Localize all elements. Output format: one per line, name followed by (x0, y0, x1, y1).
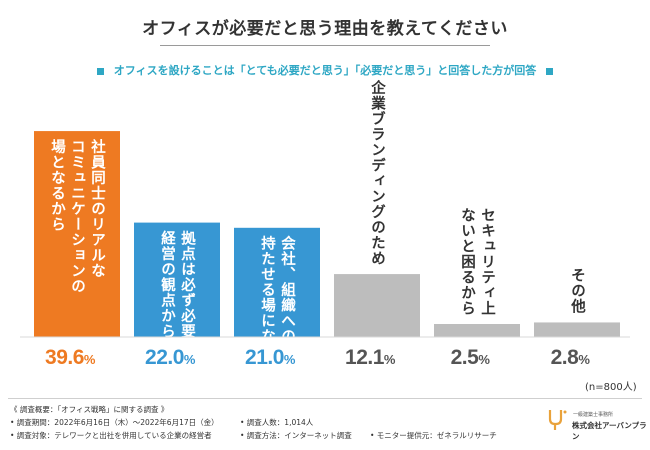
bar-label-0-1: コミュニケーションの (69, 139, 85, 294)
bar-label-0-0: 社員同士のリアルな (89, 138, 106, 279)
square-bullet-icon (546, 67, 554, 75)
bar-4 (434, 324, 520, 337)
bar-5 (534, 322, 620, 337)
survey-monitor: • モニター提供元：ゼネラルリサーチ (370, 431, 497, 440)
chart-subtitle: オフィスを設けることは「とても必要だと思う」「必要だと思う」と回答した方が回答 (0, 62, 650, 78)
bar-label-4-0: セキュリティ上 (479, 208, 495, 317)
bar-label-2-1: 持たせる場になるから (259, 235, 275, 391)
square-bullet-icon (96, 67, 104, 75)
bar-label-1-0: 拠点は必ず必要だから (179, 229, 196, 385)
subtitle-text: オフィスを設けることは「とても必要だと思う」「必要だと思う」と回答した方が回答 (113, 64, 537, 77)
survey-target: • 調査対象：テレワークと出社を併用している企業の経営者 (10, 431, 212, 440)
bar-3 (334, 274, 420, 337)
bar-2 (234, 227, 320, 337)
bar-label-1-1: 経営の観点から (159, 229, 175, 339)
value-label-4: 2.5% (450, 346, 490, 369)
bar-label-5-0: その他 (569, 268, 586, 315)
company-logo-subtext: 一級建築士事務所 (573, 412, 614, 418)
company-logo-name: 株式会社アーバンプラン (572, 421, 647, 441)
bar-1 (134, 222, 220, 337)
company-logo-icon (548, 410, 567, 430)
value-label-2: 21.0% (245, 346, 295, 369)
footer-divider (8, 398, 642, 399)
sample-size-note: (n=800人) (585, 382, 637, 393)
bar-label-4-1: ないと困るから (459, 207, 475, 316)
title-underline (160, 45, 490, 46)
survey-period: • 調査期間：2022年6月16日（木）～2022年6月17日（金） (10, 418, 219, 427)
value-label-3: 12.1% (345, 346, 395, 369)
value-label-5: 2.8% (550, 346, 590, 369)
survey-count: • 調査人数：1,014人 (240, 418, 314, 427)
bar-label-3-0: 企業ブランディングのため (369, 79, 386, 266)
chart-title: オフィスが必要だと思う理由を教えてください (142, 19, 508, 39)
bar-label-2-0: 会社、組織への帰属意識を (279, 235, 296, 422)
bar-label-0-2: 場となるから (49, 139, 65, 232)
survey-overview: 《 調査概要：「オフィス戦略」に関する調査 》 (10, 405, 169, 414)
survey-method: • 調査方法：インターネット調査 (240, 431, 352, 440)
value-label-0: 39.6% (45, 346, 95, 369)
bar-0 (34, 131, 120, 337)
value-label-1: 22.0% (145, 346, 195, 369)
